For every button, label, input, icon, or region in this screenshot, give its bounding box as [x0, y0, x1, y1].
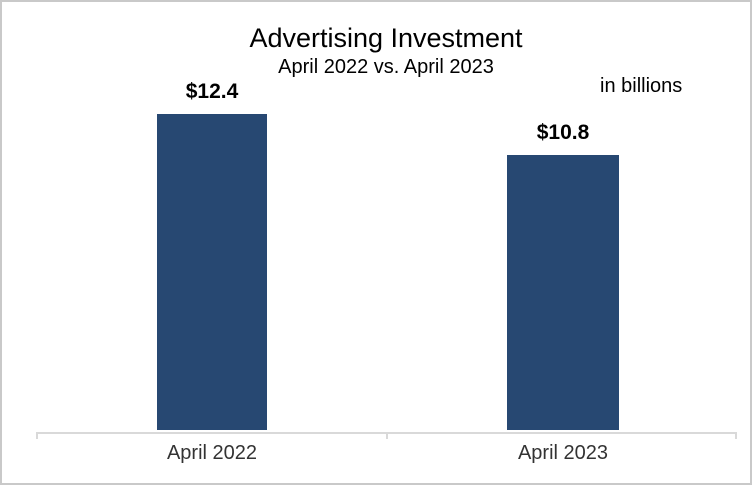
chart-title: Advertising Investment [249, 23, 523, 53]
bar-value-label-april-2022: $12.4 [185, 80, 239, 103]
bar-group-april-2023: $10.8 [507, 121, 619, 430]
bar-group-april-2022: $12.4 [157, 80, 267, 430]
chart-title-block: Advertising Investment April 2022 vs. Ap… [22, 22, 750, 80]
chart-subtitle: April 2022 vs. April 2023 [278, 56, 494, 78]
category-label-april-2022: April 2022 [166, 442, 258, 464]
x-axis-tick-middle [386, 432, 388, 439]
bar-april-2022 [157, 114, 267, 430]
unit-note: in billions [600, 75, 683, 97]
x-axis-tick-left [36, 432, 38, 439]
bar-april-2023 [507, 155, 619, 430]
category-label-april-2023: April 2023 [517, 442, 609, 464]
bar-value-label-april-2023: $10.8 [536, 121, 590, 144]
x-axis-tick-right [735, 432, 737, 439]
